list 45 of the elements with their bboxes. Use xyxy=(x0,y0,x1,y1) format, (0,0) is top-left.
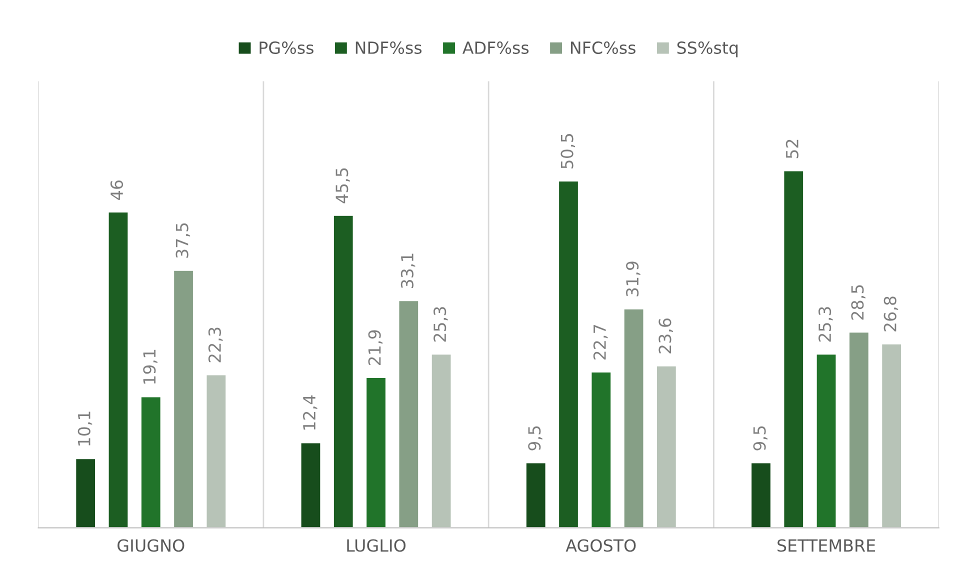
x-tick-label: LUGLIO xyxy=(347,539,406,552)
data-label: 26,8 xyxy=(884,296,898,332)
bar xyxy=(74,458,96,528)
data-label: 46 xyxy=(110,180,124,200)
data-label: 28,5 xyxy=(851,285,866,320)
data-label: 10,1 xyxy=(78,412,92,446)
data-label: 25,3 xyxy=(818,307,833,342)
data-label: 33,1 xyxy=(400,254,416,288)
data-label: 25,3 xyxy=(434,307,448,342)
data-label: 9,5 xyxy=(528,426,542,450)
bar xyxy=(782,170,804,528)
x-tick-label: AGOSTO xyxy=(566,539,636,552)
legend-label: ADF%ss xyxy=(462,41,529,54)
bar xyxy=(172,269,194,528)
bar xyxy=(815,353,838,528)
bar xyxy=(848,331,870,528)
bar xyxy=(398,300,420,528)
bar xyxy=(750,462,772,528)
bar xyxy=(107,211,130,528)
data-label: 19,1 xyxy=(143,350,158,384)
bar xyxy=(365,376,387,528)
data-label: 52 xyxy=(786,140,798,158)
bar xyxy=(140,396,162,528)
data-label: 21,9 xyxy=(368,330,383,365)
bar xyxy=(300,442,322,528)
legend-label: NDF%ss xyxy=(356,41,422,54)
data-label: 50,5 xyxy=(560,134,576,168)
bar xyxy=(332,214,354,528)
bar xyxy=(525,462,547,528)
data-label: 22,7 xyxy=(593,325,608,360)
bar xyxy=(622,308,645,528)
data-label: 45,5 xyxy=(336,168,350,204)
legend-label: SS%stq xyxy=(677,41,738,58)
data-label: 23,6 xyxy=(658,318,673,354)
data-label: 37,5 xyxy=(176,223,190,258)
data-label: 22,3 xyxy=(208,328,223,362)
data-label: 9,5 xyxy=(753,426,768,450)
bar xyxy=(558,180,580,528)
data-label: 31,9 xyxy=(626,262,640,296)
data-label: 12,4 xyxy=(302,395,318,430)
x-tick-label: GIUGNO xyxy=(118,539,184,552)
x-tick-label: SETTEMBRE xyxy=(778,539,876,552)
bar xyxy=(590,371,612,528)
legend-label: NFC%ss xyxy=(571,41,636,54)
legend-label: PG%ss xyxy=(260,41,314,54)
